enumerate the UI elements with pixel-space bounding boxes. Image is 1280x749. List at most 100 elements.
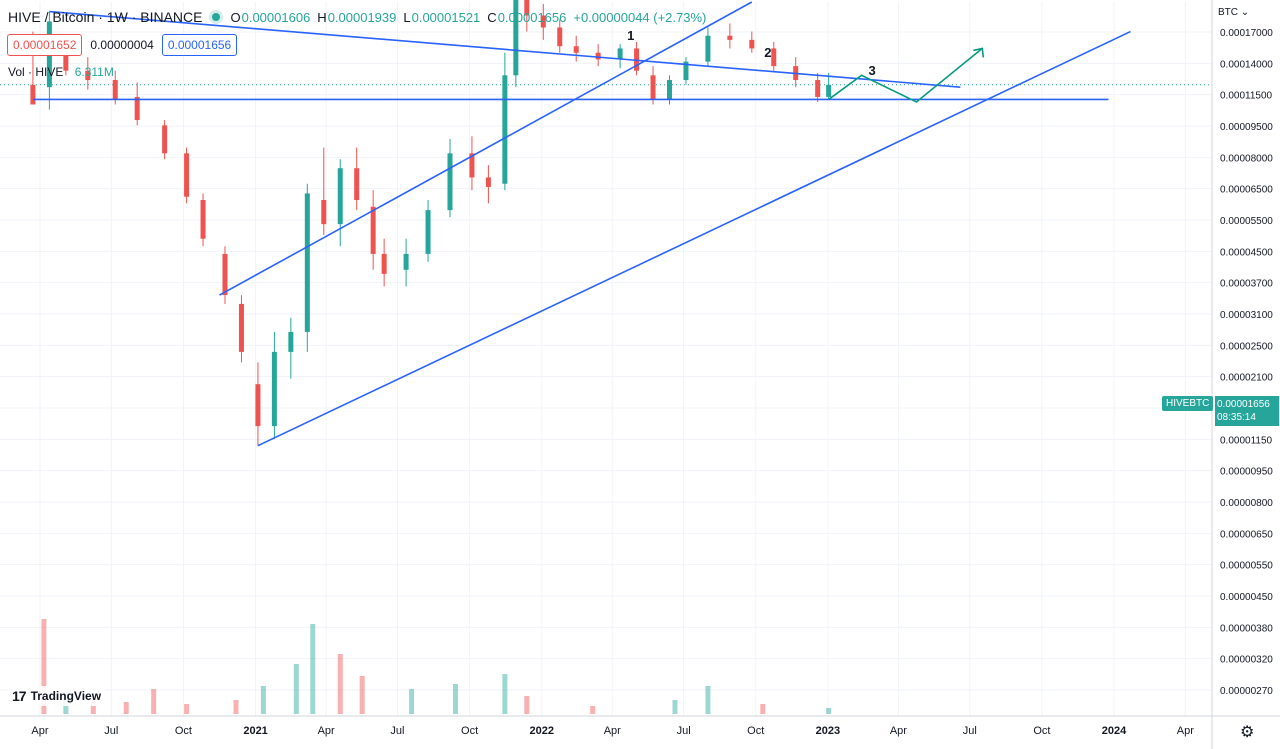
y-tick-label: 0.00002100 bbox=[1220, 373, 1273, 384]
tradingview-icon: 17 bbox=[12, 688, 27, 704]
volume-bar bbox=[310, 624, 316, 714]
volume-legend: Vol · HIVE 6.311M bbox=[8, 65, 114, 79]
x-tick-label: Apr bbox=[1177, 725, 1194, 737]
candle-body bbox=[513, 0, 519, 76]
candle-body bbox=[321, 200, 327, 225]
projection-path[interactable] bbox=[828, 47, 985, 103]
projection-line bbox=[828, 47, 983, 103]
x-tick-label: Apr bbox=[890, 725, 907, 737]
tradingview-logo[interactable]: 17 TradingView bbox=[8, 686, 106, 706]
symbol-header: HIVE / Bitcoin · 1W · BINANCE O 0.000016… bbox=[8, 9, 713, 25]
volume-bar bbox=[184, 704, 190, 714]
candle-body bbox=[447, 153, 453, 211]
candle-body bbox=[502, 75, 508, 184]
candle-body bbox=[134, 96, 140, 121]
y-tick-label: 0.00000950 bbox=[1220, 467, 1273, 478]
y-tick-label: 0.00008000 bbox=[1220, 153, 1273, 164]
candle-body bbox=[30, 84, 36, 105]
volume-bars bbox=[41, 619, 832, 714]
y-tick-label: 0.00003100 bbox=[1220, 310, 1273, 321]
candle-body bbox=[469, 153, 475, 178]
y-tick-label: 0.00000380 bbox=[1220, 623, 1273, 634]
high-label: H bbox=[317, 9, 327, 25]
y-tick-label: 0.00002500 bbox=[1220, 341, 1273, 352]
candle-body bbox=[304, 193, 310, 332]
x-tick-label: 2021 bbox=[243, 725, 267, 737]
y-tick-label: 0.00000270 bbox=[1220, 686, 1273, 697]
quote-panel: 0.00001652 0.00000004 0.00001656 bbox=[7, 34, 238, 56]
x-tick-label: 2022 bbox=[529, 725, 553, 737]
x-tick-label: Jul bbox=[390, 725, 404, 737]
candle-body bbox=[238, 303, 244, 352]
y-tick-label: 0.00001150 bbox=[1220, 435, 1273, 446]
candle-body bbox=[255, 384, 261, 427]
y-tick-label: 0.00004500 bbox=[1220, 247, 1273, 258]
trendline-rising-channel bbox=[219, 1, 753, 296]
volume-bar bbox=[293, 664, 299, 714]
candle-body bbox=[381, 253, 387, 274]
candle-body bbox=[288, 331, 294, 352]
candle-body bbox=[354, 168, 360, 201]
volume-bar bbox=[337, 654, 343, 714]
candle-body bbox=[200, 200, 206, 239]
y-tick-label: 0.00006500 bbox=[1220, 185, 1273, 196]
volume-bar bbox=[590, 706, 596, 714]
y-tick-label: 0.00000800 bbox=[1220, 498, 1273, 509]
market-status-icon bbox=[212, 13, 221, 21]
candle-body bbox=[370, 206, 376, 254]
trendlines[interactable] bbox=[32, 1, 1131, 447]
candle-body bbox=[222, 253, 228, 296]
candle-body bbox=[184, 153, 190, 197]
last-price-value: 0.00001656 bbox=[1217, 399, 1270, 410]
y-tick-label: 0.00000550 bbox=[1220, 561, 1273, 572]
candle-body bbox=[85, 70, 91, 81]
time-axis[interactable]: Apr Jul Oct 2021 Apr Jul Oct 2022 Apr Jul Oct 2023 A… bbox=[0, 715, 1280, 737]
x-tick-label: Apr bbox=[31, 725, 48, 737]
volume-bar bbox=[90, 699, 96, 714]
volume-bar bbox=[672, 700, 678, 714]
y-tick-label: 0.00005500 bbox=[1220, 216, 1273, 227]
high-value: 0.00001939 bbox=[327, 9, 397, 25]
volume-bar bbox=[409, 689, 415, 714]
x-tick-label: Apr bbox=[604, 725, 621, 737]
x-tick-label: 2023 bbox=[816, 725, 840, 737]
chart-grid bbox=[0, 2, 1212, 716]
candle-body bbox=[403, 253, 409, 270]
candle-body bbox=[540, 15, 546, 28]
trendline-rising-support bbox=[257, 30, 1131, 447]
candle-body bbox=[815, 80, 821, 97]
bar-countdown: 08:35:14 bbox=[1217, 412, 1256, 423]
price-axis[interactable]: 0.00017000 0.00014000 0.00011500 0.00009500… bbox=[1211, 0, 1273, 749]
candle-body bbox=[650, 75, 656, 100]
volume-bar bbox=[233, 700, 239, 714]
projection-arrowhead bbox=[973, 47, 985, 58]
volume-bar bbox=[502, 674, 508, 714]
symbol-price-tag: HIVEBTC bbox=[1162, 396, 1214, 411]
y-tick-label: 0.00009500 bbox=[1220, 122, 1273, 133]
candle-body bbox=[727, 35, 733, 40]
currency-selector[interactable]: BTC ⌄ bbox=[1218, 7, 1250, 18]
settings-gear-icon[interactable]: ⚙ bbox=[1240, 724, 1255, 741]
annotation-1[interactable]: 1 bbox=[627, 27, 635, 43]
annotation-3[interactable]: 3 bbox=[868, 62, 876, 78]
low-label: L bbox=[403, 9, 411, 25]
candle-body bbox=[595, 52, 601, 60]
sell-button[interactable]: 0.00001652 bbox=[7, 34, 83, 56]
candle-body bbox=[425, 210, 431, 254]
candle-body bbox=[749, 39, 755, 49]
candle-body bbox=[112, 80, 118, 100]
candlesticks bbox=[30, 0, 832, 446]
candle-body bbox=[826, 84, 832, 97]
x-tick-label: Oct bbox=[461, 725, 478, 737]
symbol-title[interactable]: HIVE / Bitcoin · 1W · BINANCE bbox=[8, 9, 203, 25]
annotation-2[interactable]: 2 bbox=[764, 44, 772, 60]
candle-body bbox=[771, 48, 777, 67]
close-label: C bbox=[487, 9, 497, 25]
buy-button[interactable]: 0.00001656 bbox=[161, 34, 238, 56]
candle-body bbox=[162, 125, 168, 154]
y-tick-label: 0.00014000 bbox=[1220, 59, 1273, 70]
volume-bar bbox=[826, 708, 832, 714]
close-value: 0.00001656 bbox=[497, 9, 567, 25]
x-tick-label: Apr bbox=[318, 725, 335, 737]
